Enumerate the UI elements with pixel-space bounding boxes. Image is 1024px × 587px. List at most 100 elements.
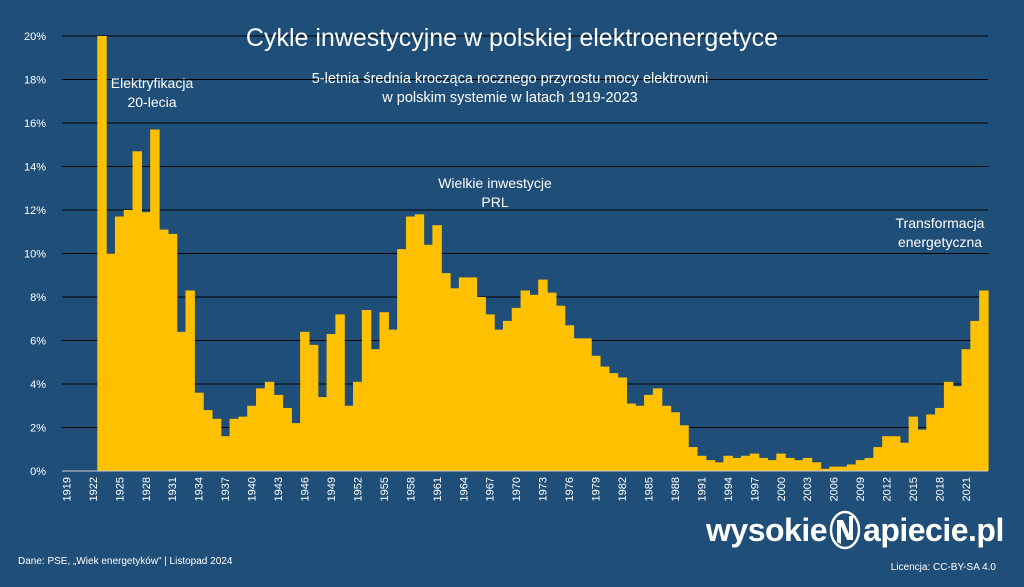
annotation-line: energetyczna bbox=[897, 234, 983, 250]
bar-1954 bbox=[370, 349, 381, 471]
bar-1930 bbox=[159, 229, 169, 471]
bar-1925 bbox=[114, 216, 125, 471]
bar-1996 bbox=[741, 455, 751, 471]
bar-2002 bbox=[793, 460, 804, 472]
bar-2012 bbox=[882, 436, 892, 471]
bar-2006 bbox=[829, 466, 839, 471]
chart-subtitle: 5-letnia średnia krocząca rocznego przyr… bbox=[270, 70, 750, 108]
bar-1991 bbox=[696, 455, 707, 471]
bar-1926 bbox=[123, 210, 134, 471]
brand-text-right: apiecie.pl bbox=[863, 511, 1004, 548]
bar-1970 bbox=[511, 307, 522, 472]
bar-1941 bbox=[256, 388, 266, 471]
bar-1960 bbox=[423, 244, 433, 471]
x-tick-label: 1997 bbox=[749, 477, 761, 501]
bar-1987 bbox=[661, 405, 672, 471]
bar-1980 bbox=[599, 366, 610, 471]
x-tick-label: 1985 bbox=[643, 477, 655, 501]
x-tick-label: 1919 bbox=[61, 477, 73, 501]
bar-1999 bbox=[767, 460, 777, 472]
bar-1975 bbox=[555, 305, 566, 471]
x-tick-label: 1964 bbox=[458, 477, 470, 501]
brand-text-left: wysokie bbox=[706, 511, 828, 548]
bar-2001 bbox=[785, 457, 795, 471]
bar-1957 bbox=[397, 249, 407, 471]
bar-1958 bbox=[405, 216, 416, 471]
y-tick-label: 14% bbox=[24, 162, 46, 174]
brand-logo: wysokie apiecie.pl bbox=[706, 510, 1004, 550]
bar-1961 bbox=[432, 225, 442, 471]
bar-2022 bbox=[970, 320, 980, 471]
bar-1968 bbox=[494, 329, 504, 472]
bar-1992 bbox=[705, 460, 716, 472]
bar-2021 bbox=[961, 349, 971, 471]
y-tick-label: 8% bbox=[30, 292, 46, 304]
y-tick-label: 0% bbox=[30, 466, 46, 478]
annotation-line: PRL bbox=[481, 194, 509, 210]
x-tick-label: 1940 bbox=[247, 477, 259, 501]
bar-1923 bbox=[97, 36, 107, 471]
x-tick-label: 1955 bbox=[379, 477, 391, 501]
x-tick-label: 1949 bbox=[326, 477, 338, 501]
x-tick-label: 1952 bbox=[352, 477, 364, 501]
bar-1943 bbox=[273, 394, 284, 472]
bar-1988 bbox=[670, 412, 680, 471]
bar-1998 bbox=[758, 457, 769, 471]
x-tick-label: 2003 bbox=[802, 477, 814, 501]
bar-1937 bbox=[220, 436, 231, 471]
x-tick-label: 1994 bbox=[723, 477, 735, 501]
bar-1962 bbox=[441, 273, 451, 471]
bar-1976 bbox=[564, 325, 575, 471]
bar-1946 bbox=[300, 331, 310, 471]
bar-1944 bbox=[282, 407, 292, 471]
bar-1929 bbox=[150, 129, 160, 471]
bar-2017 bbox=[926, 414, 936, 471]
bar-1997 bbox=[749, 453, 760, 471]
bar-2011 bbox=[873, 447, 883, 471]
bar-1993 bbox=[714, 462, 725, 471]
bar-1933 bbox=[185, 290, 195, 471]
license-note: Licencja: CC-BY-SA 4.0 bbox=[890, 562, 996, 573]
x-tick-label: 1970 bbox=[511, 477, 523, 501]
x-tick-label: 1925 bbox=[114, 477, 126, 501]
bar-1951 bbox=[344, 405, 354, 471]
bar-1969 bbox=[502, 320, 513, 471]
bar-2004 bbox=[811, 462, 822, 471]
bar-1966 bbox=[476, 297, 486, 471]
subtitle-line-2: w polskim systemie w latach 1919-2023 bbox=[382, 90, 638, 106]
x-tick-label: 2018 bbox=[934, 477, 946, 501]
x-tick-label: 2012 bbox=[882, 477, 894, 501]
x-tick-label: 1976 bbox=[564, 477, 576, 501]
bar-1934 bbox=[194, 392, 204, 471]
bar-2015 bbox=[908, 416, 919, 472]
x-tick-label: 2021 bbox=[961, 477, 973, 501]
x-tick-label: 1958 bbox=[405, 477, 417, 501]
bar-1973 bbox=[538, 279, 548, 471]
x-tick-label: 1943 bbox=[273, 477, 285, 501]
y-tick-label: 12% bbox=[24, 205, 46, 217]
bar-1942 bbox=[264, 381, 275, 471]
x-tick-label: 1988 bbox=[670, 477, 682, 501]
bar-2019 bbox=[943, 381, 954, 471]
x-tick-label: 1934 bbox=[194, 477, 206, 501]
bar-1952 bbox=[353, 381, 363, 471]
lightning-n-icon bbox=[829, 510, 861, 550]
y-tick-label: 10% bbox=[24, 249, 46, 261]
bar-2014 bbox=[899, 442, 910, 471]
bar-2009 bbox=[855, 460, 866, 472]
bar-1990 bbox=[688, 447, 698, 471]
bar-1948 bbox=[317, 397, 328, 471]
x-tick-label: 1937 bbox=[220, 477, 232, 501]
annotation-line: Wielkie inwestycje bbox=[438, 175, 552, 191]
bar-1964 bbox=[458, 277, 469, 471]
bar-2020 bbox=[952, 386, 963, 471]
data-source: Dane: PSE, „Wiek energetyków” | Listopad… bbox=[18, 556, 233, 567]
bar-1977 bbox=[573, 338, 583, 471]
subtitle-line-1: 5-letnia średnia krocząca rocznego przyr… bbox=[311, 71, 709, 87]
y-tick-label: 6% bbox=[30, 336, 46, 348]
bar-1938 bbox=[229, 418, 239, 471]
x-tick-label: 1961 bbox=[432, 477, 444, 501]
y-tick-label: 2% bbox=[30, 423, 46, 435]
x-tick-label: 2000 bbox=[776, 477, 788, 501]
